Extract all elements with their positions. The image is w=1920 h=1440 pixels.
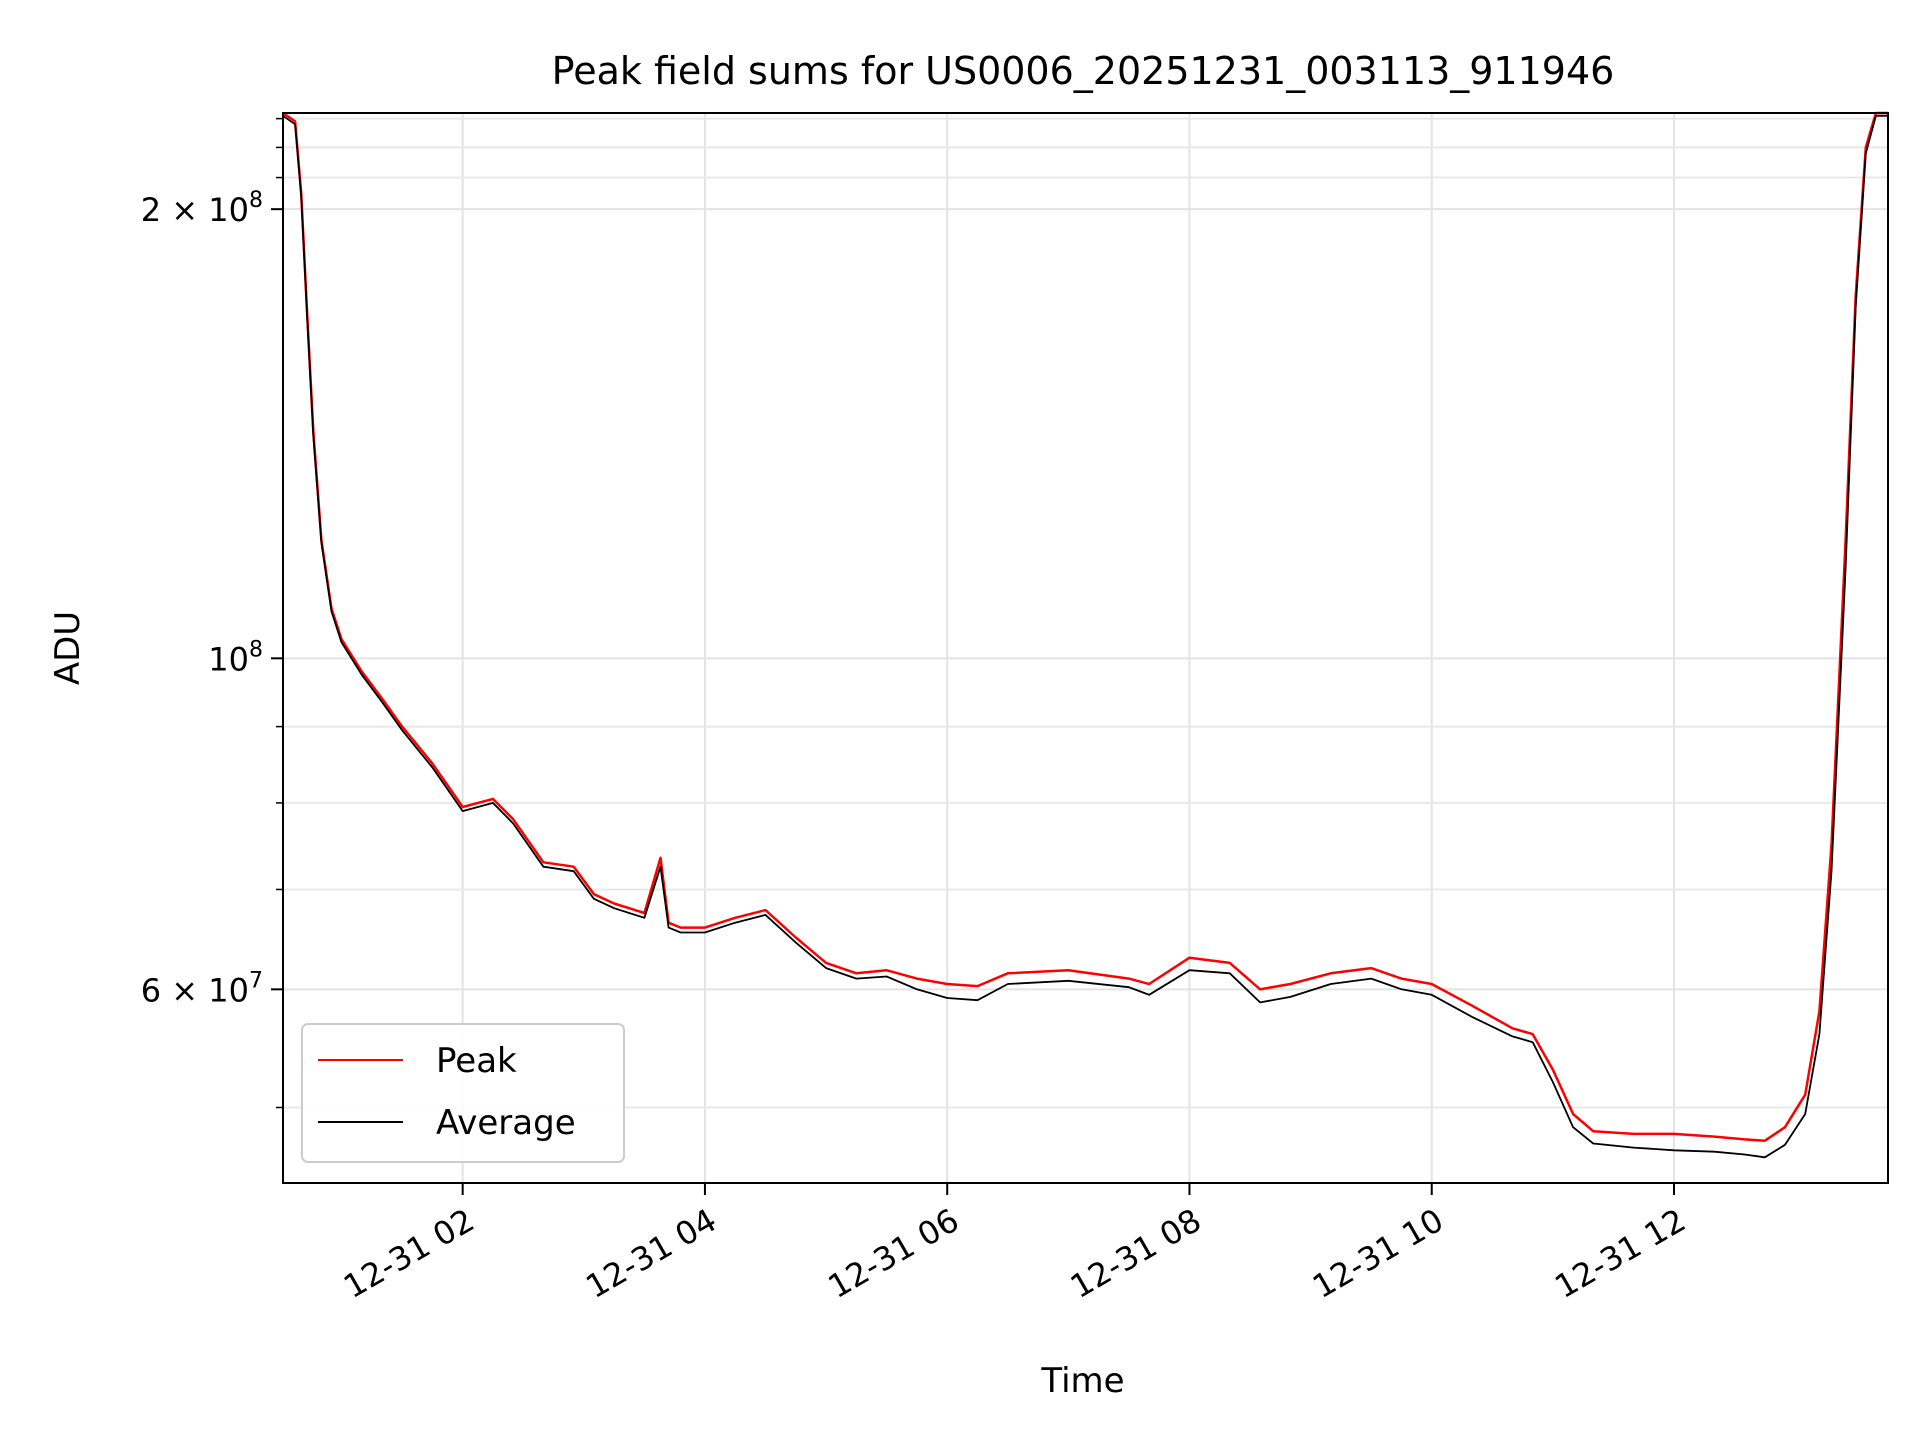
y-tick-label: 6 × 107 <box>141 968 263 1009</box>
chart-title: Peak field sums for US0006_20251231_0031… <box>552 49 1615 93</box>
series-layer <box>282 111 1888 1159</box>
x-axis-label: Time <box>1040 1361 1124 1401</box>
series-line-average <box>282 114 1888 1159</box>
series-line-peak <box>282 111 1888 1142</box>
y-tick-label: 108 <box>208 637 263 678</box>
legend-label-peak: Peak <box>436 1041 517 1081</box>
y-tick-label: 2 × 108 <box>141 188 263 229</box>
grid <box>283 113 1888 1183</box>
legend-label-average: Average <box>436 1103 576 1143</box>
y-axis-label: ADU <box>48 611 88 685</box>
legend: Peak Average <box>301 1023 625 1163</box>
y-axis: 2 × 108 108 6 × 107 <box>141 117 283 1109</box>
plot-frame <box>282 112 1889 1184</box>
legend-box <box>301 1023 625 1163</box>
